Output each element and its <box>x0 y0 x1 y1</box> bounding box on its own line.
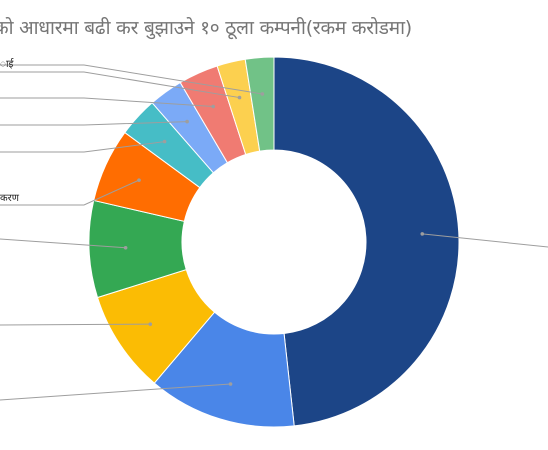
leader-line-5 <box>0 179 140 206</box>
leader-line-1 <box>422 233 548 248</box>
slices-layer <box>88 56 460 428</box>
leader-dot-9 <box>237 95 242 100</box>
leader-dot-1 <box>420 232 425 236</box>
leader-line-9 <box>0 71 240 99</box>
leader-dot-6 <box>162 139 167 144</box>
slice-10 <box>244 56 275 152</box>
slice-labels: करणाई <box>0 58 20 204</box>
leader-dot-4 <box>123 246 128 250</box>
leader-dot-7 <box>185 119 189 124</box>
leader-lines <box>0 64 548 401</box>
slice-label-10: ाई <box>0 58 15 70</box>
leader-line-7 <box>0 121 188 126</box>
leader-dot-8 <box>211 104 215 109</box>
leader-line-2 <box>0 383 231 401</box>
leader-line-6 <box>0 141 165 153</box>
leader-dot-3 <box>148 322 153 326</box>
slice-label-5: करण <box>0 193 20 204</box>
leader-line-8 <box>0 97 214 108</box>
leader-line-10 <box>0 64 263 95</box>
slice-1 <box>273 56 460 427</box>
leader-line-4 <box>0 238 126 249</box>
leader-line-3 <box>0 323 151 326</box>
leader-dot-2 <box>228 382 233 386</box>
leader-dot-10 <box>260 92 265 96</box>
chart-title: को आधारमा बढी कर बुझाउने १० ठूला कम्पनी(… <box>0 17 413 39</box>
leader-dot-5 <box>137 178 141 182</box>
